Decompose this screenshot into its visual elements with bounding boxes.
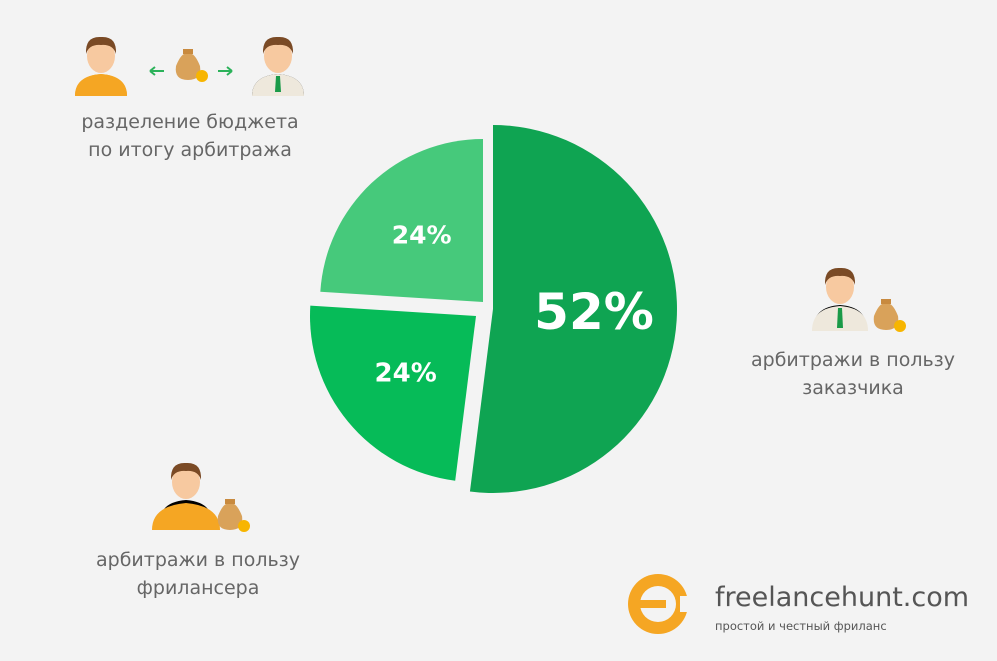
icon-customer <box>812 267 906 332</box>
pie-slice <box>310 305 476 481</box>
category-label: арбитражи в пользу фрилансера <box>95 549 301 599</box>
brand-tagline: простой и честный фриланс <box>715 619 887 633</box>
icon-customer-freelancer <box>75 36 304 96</box>
brand-name: freelancehunt.com <box>715 582 969 613</box>
category-label: арбитражи в пользу заказчика <box>750 349 956 399</box>
value-label: 52% <box>534 283 654 341</box>
value-label: 24% <box>392 221 452 250</box>
category-label: разделение бюджета по итогу арбитража <box>81 111 299 161</box>
pie-slice <box>469 125 677 493</box>
value-label: 24% <box>375 359 437 389</box>
logo <box>628 574 692 634</box>
pie-slice <box>320 139 483 302</box>
icon-freelancer <box>152 462 250 532</box>
